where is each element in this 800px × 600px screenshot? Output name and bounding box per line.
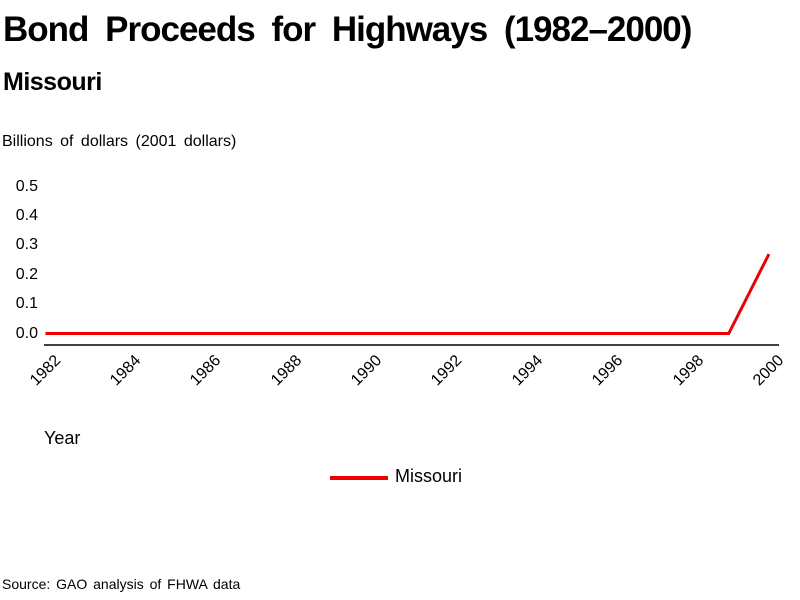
y-tick-label: 0.1	[15, 295, 38, 313]
x-tick-label: 1986	[187, 352, 225, 390]
y-tick-label: 0.3	[15, 236, 38, 254]
x-tick-label: 2000	[749, 352, 788, 390]
x-tick-label: 1984	[106, 352, 145, 390]
x-tick-label: 1990	[348, 352, 386, 390]
legend-label: Missouri	[395, 466, 463, 486]
x-tick-label: 1992	[428, 352, 466, 390]
y-axis-unit-label: Billions of dollars (2001 dollars)	[2, 133, 237, 150]
chart-title: Bond Proceeds for Highways (1982–2000)	[3, 10, 692, 49]
source-note: Source: GAO analysis of FHWA data	[2, 576, 241, 592]
x-tick-label: 1994	[508, 352, 547, 390]
x-axis-title: Year	[44, 428, 81, 448]
legend: Missouri	[330, 466, 462, 487]
x-tick-label: 1988	[267, 352, 305, 390]
legend-line-swatch	[330, 475, 388, 480]
y-tick-label: 0.0	[15, 324, 38, 342]
y-tick-label: 0.2	[15, 265, 38, 283]
x-tick-label: 1996	[589, 352, 627, 390]
y-tick-label: 0.4	[15, 206, 38, 224]
chart-subtitle: Missouri	[3, 68, 102, 96]
series-line-missouri	[45, 253, 771, 335]
x-tick-label: 1998	[669, 352, 707, 390]
y-tick-label: 0.5	[15, 177, 38, 195]
x-tick-label: 1982	[26, 352, 64, 390]
